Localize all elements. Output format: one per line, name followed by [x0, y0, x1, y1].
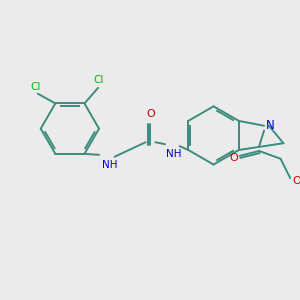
Text: N: N	[266, 119, 275, 132]
Text: O: O	[146, 109, 155, 119]
Text: O: O	[230, 153, 238, 163]
Text: Cl: Cl	[31, 82, 41, 92]
Text: Cl: Cl	[94, 75, 104, 85]
Text: NH: NH	[166, 149, 182, 159]
Text: O: O	[292, 176, 300, 186]
Text: NH: NH	[102, 160, 117, 170]
